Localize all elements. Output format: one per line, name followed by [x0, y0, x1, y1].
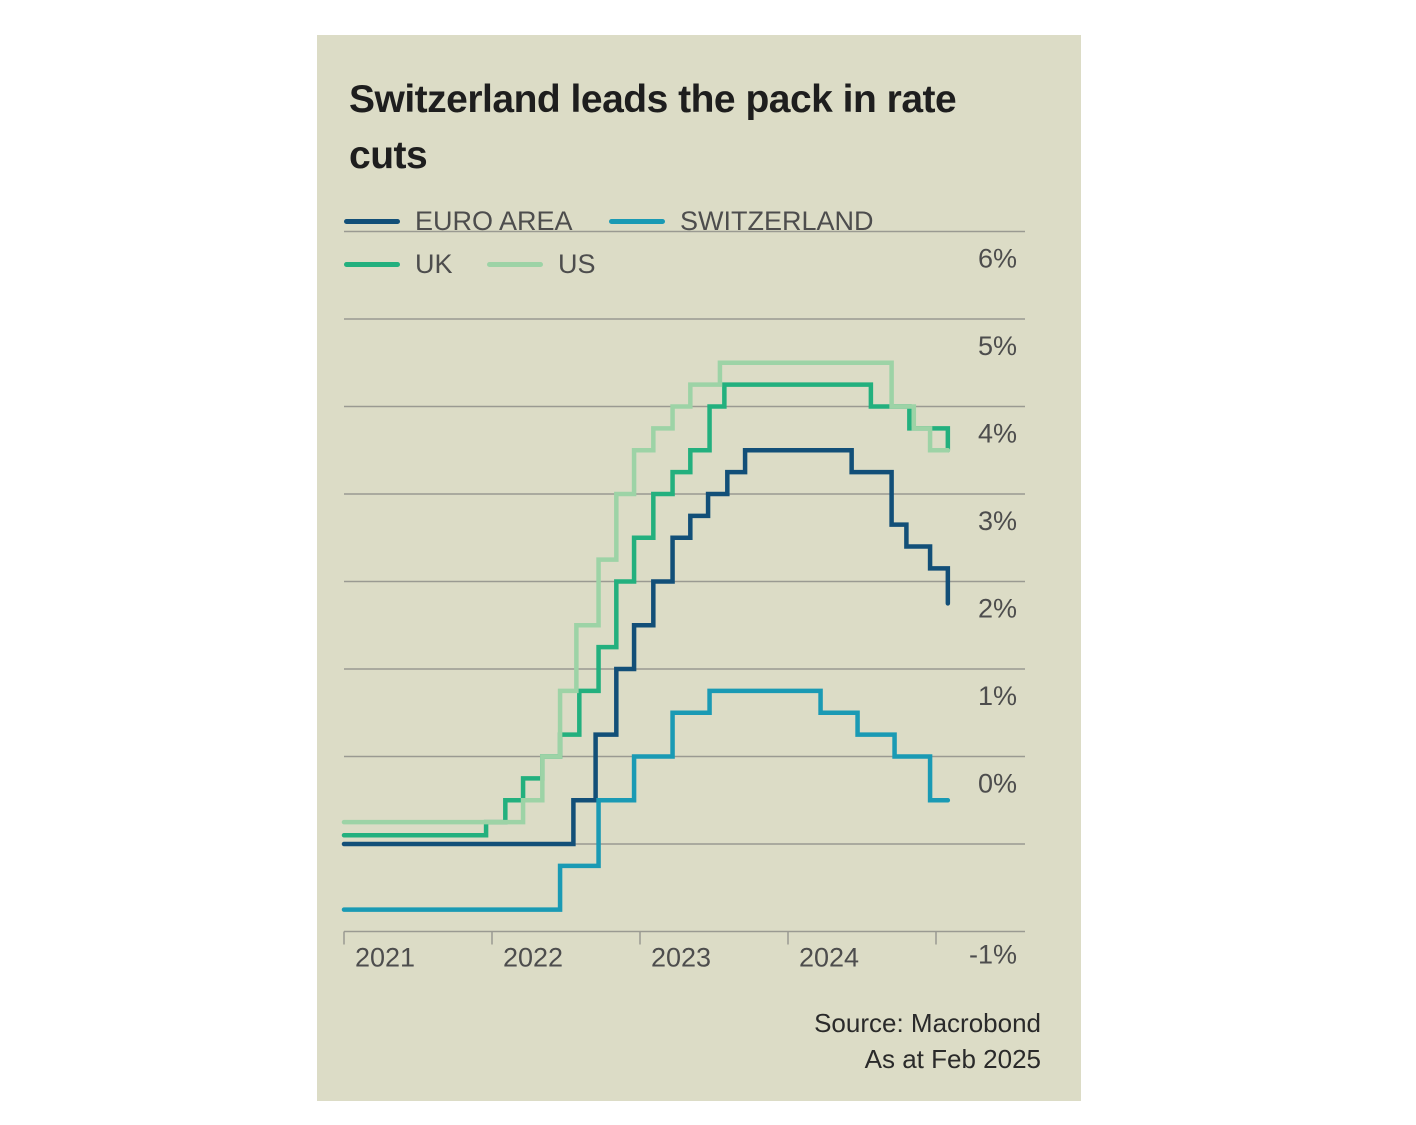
- y-tick-label: 3%: [978, 506, 1017, 536]
- legend-item-uk: UK: [344, 249, 453, 280]
- y-tick-label: 2%: [978, 594, 1017, 624]
- legend-label: UK: [415, 249, 453, 279]
- y-tick-label: 1%: [978, 681, 1017, 711]
- date-note: As at Feb 2025: [864, 1044, 1041, 1074]
- y-tick-label: 6%: [978, 244, 1017, 274]
- series-line-uk: [341, 382, 951, 838]
- y-tick-label: -1%: [969, 940, 1017, 970]
- y-tick-label: 0%: [978, 769, 1017, 799]
- series-line-switzerland: [341, 688, 951, 912]
- source-note: Source: Macrobond As at Feb 2025: [814, 1005, 1041, 1077]
- legend-swatch: [344, 219, 400, 224]
- legend-item-us: US: [487, 249, 596, 280]
- x-tick-label: 2024: [799, 943, 859, 973]
- legend-swatch: [609, 219, 665, 224]
- x-tick-label: 2022: [503, 943, 563, 973]
- chart-panel: [317, 35, 1081, 1101]
- chart-title: Switzerland leads the pack in rate cuts: [349, 78, 957, 177]
- x-tick-label: 2023: [651, 943, 711, 973]
- series-line-euro-area: [341, 448, 951, 847]
- legend-swatch: [487, 262, 543, 267]
- x-tick-label: 2021: [355, 943, 415, 973]
- legend-label: US: [558, 249, 596, 279]
- y-tick-label: 5%: [978, 331, 1017, 361]
- legend-swatch: [344, 262, 400, 267]
- y-tick-label: 4%: [978, 419, 1017, 449]
- source-text: Source: Macrobond: [814, 1008, 1041, 1038]
- series-line-us: [341, 360, 951, 825]
